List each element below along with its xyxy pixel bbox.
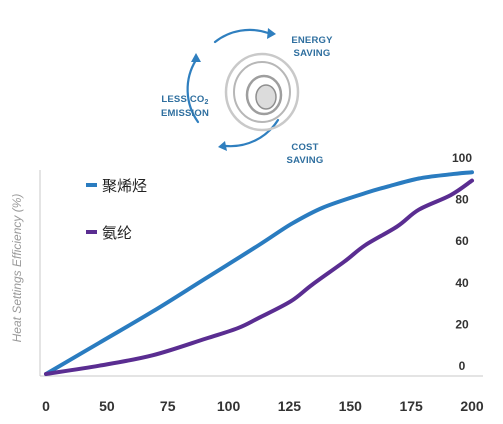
y-tick-label: 60 bbox=[455, 234, 469, 248]
x-tick-label: 0 bbox=[42, 398, 50, 414]
x-tick-label: 150 bbox=[339, 398, 363, 414]
arrow-heads-icon bbox=[191, 28, 276, 151]
legend-label-series-1: 聚烯烃 bbox=[102, 177, 147, 195]
cost-saving-label-line2: SAVING bbox=[287, 155, 324, 166]
series-line-2 bbox=[44, 178, 474, 376]
series-lines bbox=[44, 170, 474, 376]
co2-label-line2: EMISSION bbox=[161, 108, 209, 119]
legend-label-series-2: 氨纶 bbox=[102, 224, 132, 242]
cost-saving-label-line1: COST bbox=[291, 142, 318, 153]
fabric-roll-icon bbox=[224, 52, 300, 132]
y-tick-label: 40 bbox=[455, 276, 469, 290]
y-tick-label: 100 bbox=[452, 151, 472, 165]
series-line-1 bbox=[44, 170, 474, 376]
x-tick-labels: 0 50 75 100 125 150 175 200 bbox=[42, 398, 484, 414]
x-tick-label: 100 bbox=[217, 398, 241, 414]
co2-label-line1: LESS CO2 bbox=[161, 94, 208, 106]
x-tick-label: 200 bbox=[460, 398, 484, 414]
y-tick-labels: 0 20 40 60 80 100 bbox=[452, 151, 472, 373]
y-tick-label: 0 bbox=[459, 359, 466, 373]
energy-saving-label-line1: ENERGY bbox=[291, 35, 333, 46]
y-axis-label: Heat Settings Efficiency (%) bbox=[10, 194, 24, 343]
savings-badge: ENERGY SAVING COST SAVING LESS CO2 EMISS… bbox=[161, 28, 333, 166]
x-tick-label: 50 bbox=[99, 398, 115, 414]
y-tick-label: 20 bbox=[455, 317, 469, 331]
x-tick-label: 75 bbox=[160, 398, 176, 414]
x-tick-label: 125 bbox=[278, 398, 302, 414]
x-tick-label: 175 bbox=[399, 398, 423, 414]
y-tick-label: 80 bbox=[455, 193, 469, 207]
legend: 聚烯烃 氨纶 bbox=[86, 177, 147, 242]
energy-saving-label-line2: SAVING bbox=[294, 48, 331, 59]
recycle-arrows-icon bbox=[186, 28, 280, 148]
